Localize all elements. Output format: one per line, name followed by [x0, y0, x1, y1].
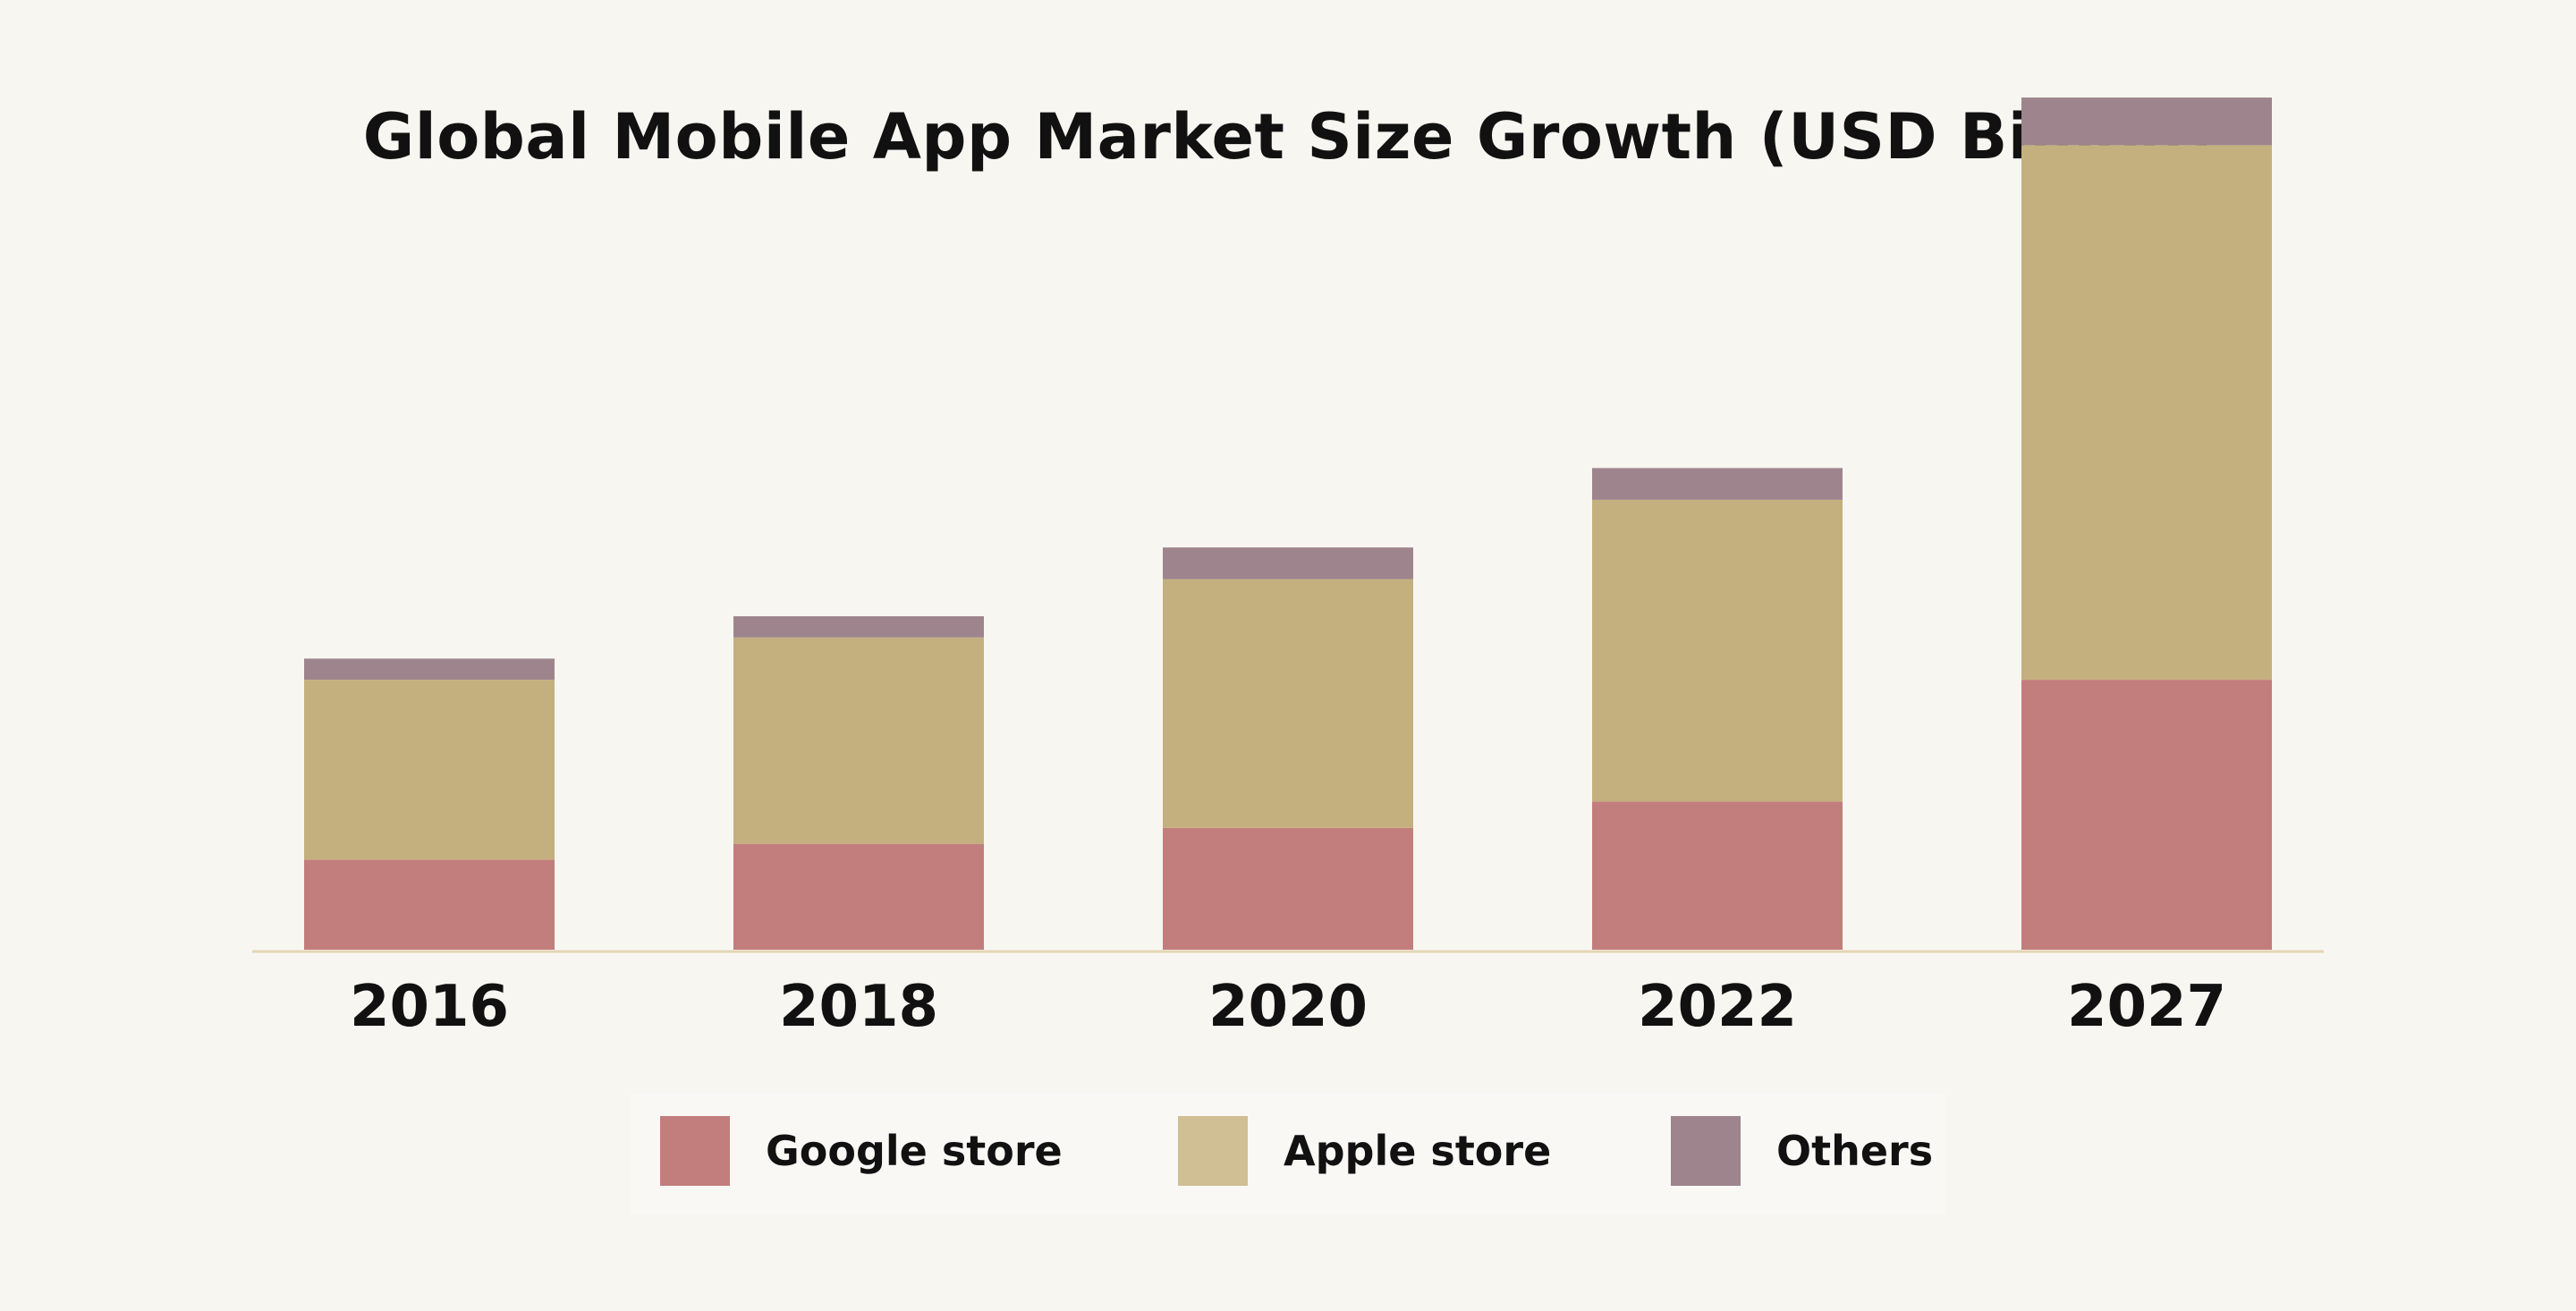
bar-apple-store-2022: [1592, 499, 1843, 802]
bar-others-2027: [2021, 97, 2272, 146]
legend-label-apple-store: Apple store: [1284, 1127, 1552, 1175]
bar-apple-store-2016: [304, 680, 555, 860]
legend-label-google-store: Google store: [766, 1127, 1063, 1175]
bar-google-store-2020: [1163, 827, 1413, 950]
chart-title: Global Mobile App Market Size Growth (US…: [362, 100, 2214, 173]
bar-others-2016: [304, 658, 555, 681]
bar-google-store-2018: [733, 843, 984, 950]
legend-item-google-store: Google store: [660, 1116, 1063, 1186]
bar-google-store-2022: [1592, 801, 1843, 950]
legend-label-others: Others: [1776, 1127, 1934, 1175]
bar-apple-store-2027: [2021, 145, 2272, 681]
legend-item-apple-store: Apple store: [1178, 1116, 1551, 1186]
legend-swatch-google-store: [660, 1116, 730, 1186]
x-tick-label-2018: 2018: [779, 974, 938, 1040]
bar-others-2018: [733, 616, 984, 638]
x-tick-label-2016: 2016: [350, 974, 509, 1040]
bars-layer: [304, 97, 2272, 950]
bar-google-store-2027: [2021, 680, 2272, 950]
bar-others-2022: [1592, 468, 1843, 500]
legend-item-others: Others: [1671, 1116, 1933, 1186]
legend-swatch-apple-store: [1178, 1116, 1248, 1186]
x-tick-label-2027: 2027: [2067, 974, 2226, 1040]
bar-apple-store-2020: [1163, 579, 1413, 828]
x-tick-label-2022: 2022: [1638, 974, 1797, 1040]
bar-apple-store-2018: [733, 637, 984, 844]
x-tick-labels: 2016 2018 2020 2022 2027: [350, 974, 2226, 1040]
bar-others-2020: [1163, 547, 1413, 579]
legend: Google store Apple store Others: [631, 1093, 1945, 1214]
legend-swatch-others: [1671, 1116, 1741, 1186]
x-tick-label-2020: 2020: [1208, 974, 1368, 1040]
bar-google-store-2016: [304, 859, 555, 950]
